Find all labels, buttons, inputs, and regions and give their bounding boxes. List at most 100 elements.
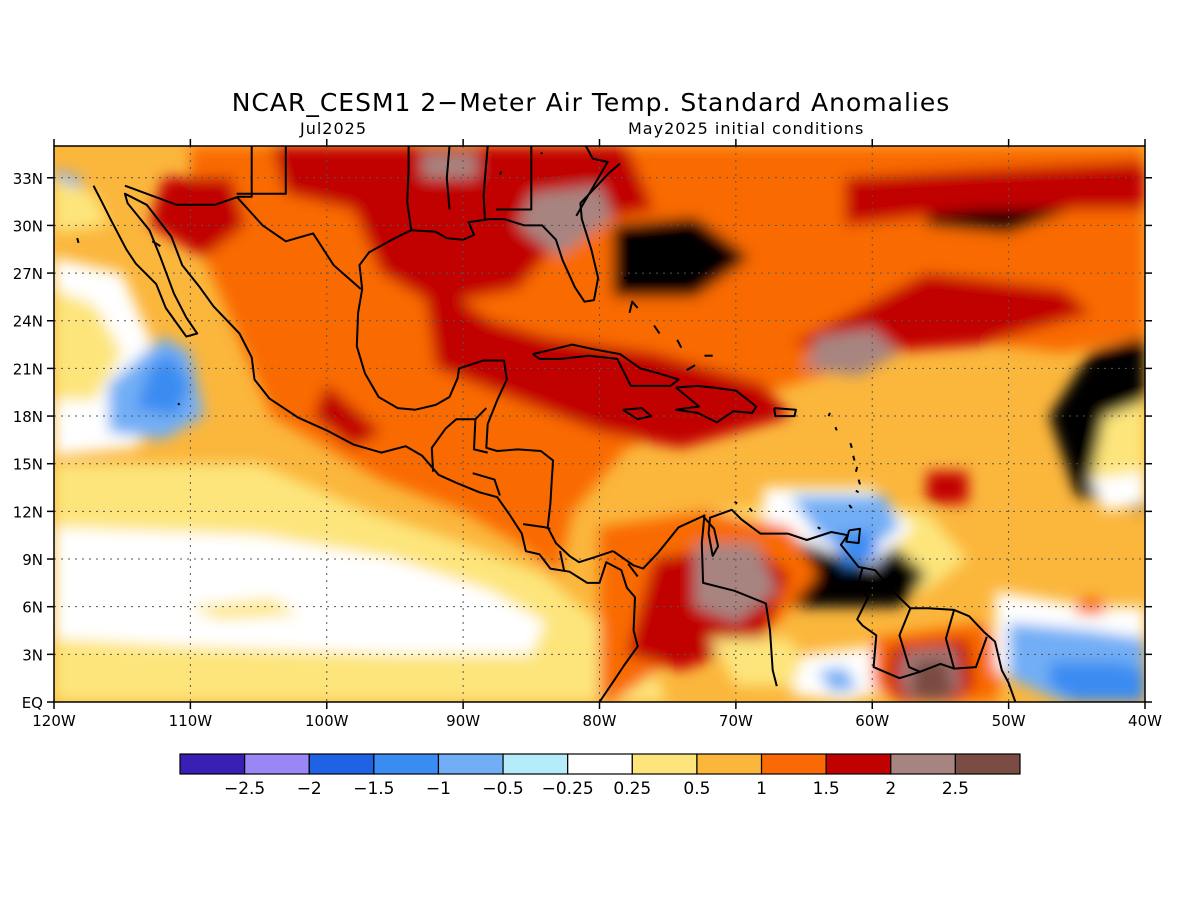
coastline-segment-11 xyxy=(445,146,451,210)
anomaly-region-20 xyxy=(149,177,245,258)
colorbar-tick-label: −1.5 xyxy=(353,779,394,799)
coastline-segment-10 xyxy=(406,146,413,231)
coastline-segment-29 xyxy=(857,479,861,485)
coastline-segment-15 xyxy=(235,196,362,290)
lat-tick-label: 24N xyxy=(13,313,43,331)
colorbar-tick-label: −2.5 xyxy=(224,779,265,799)
coastline-segment-19 xyxy=(522,523,551,530)
lat-tick-label: 12N xyxy=(13,503,43,521)
anomaly-region-1 xyxy=(54,527,545,655)
map-panel xyxy=(54,146,1145,702)
anomaly-region-21 xyxy=(313,384,382,448)
colorbar-tick-label: 2 xyxy=(885,779,896,799)
colorbar-swatch xyxy=(631,753,698,775)
coastline-segment-33 xyxy=(834,426,838,431)
coastline-segment-37 xyxy=(653,324,661,335)
lon-tick-label: 60W xyxy=(855,712,889,730)
coastline-segment-30 xyxy=(854,466,859,472)
lat-tick-label: 30N xyxy=(13,217,43,235)
colorbar-tick-label: −1 xyxy=(426,779,451,799)
colorbar-tick-label: −2 xyxy=(297,779,322,799)
colorbar-tick-label: 0.25 xyxy=(613,779,651,799)
colorbar-swatch xyxy=(244,753,310,775)
colorbar-tick-label: 0.5 xyxy=(683,779,710,799)
anomaly-region-36 xyxy=(817,667,859,693)
anomaly-region-2 xyxy=(190,598,300,620)
coastline-segment-7 xyxy=(773,407,797,418)
colorbar-tick-label: 1 xyxy=(756,779,767,799)
coastline-segment-24 xyxy=(898,607,955,673)
coastline-segment-5 xyxy=(674,384,758,424)
coastline-segment-21 xyxy=(627,563,639,578)
coastline-segment-3 xyxy=(355,288,614,564)
coastline-segment-48 xyxy=(540,151,543,155)
anomaly-region-7 xyxy=(135,352,191,417)
coastline-segment-2 xyxy=(358,162,621,303)
color-legend: −2.5 −2 −1.5 −1 −0.5 −0.25 0.25 0.5 1 1.5 2 2.5 xyxy=(179,753,1021,799)
anomaly-region-11 xyxy=(613,217,750,297)
anomaly-region-43 xyxy=(1049,662,1145,702)
coastline-segment-13 xyxy=(495,146,533,211)
anomaly-region-15 xyxy=(1090,471,1145,512)
coastline-segment-8 xyxy=(124,146,253,206)
lon-tick-label: 110W xyxy=(169,712,213,730)
coastline-segment-34 xyxy=(827,412,831,417)
coastline-segment-47 xyxy=(498,170,503,176)
lon-tick-label: 40W xyxy=(1128,712,1162,730)
coastline-segment-44 xyxy=(151,240,161,247)
colorbar-tick-label: −0.25 xyxy=(542,779,594,799)
colorbar-swatch xyxy=(825,753,892,775)
lon-tick-label: 100W xyxy=(305,712,349,730)
colorbar-swatch xyxy=(437,753,504,775)
coastline-segment-26 xyxy=(845,527,861,545)
anomaly-region-22 xyxy=(926,471,968,504)
colorbar-swatch xyxy=(890,753,956,775)
anomaly-region-16 xyxy=(272,146,655,305)
colorbar-swatch xyxy=(954,753,1021,775)
lat-tick-label: 18N xyxy=(13,408,43,426)
coastline-segment-43 xyxy=(817,526,821,530)
anomaly-region-33 xyxy=(695,543,777,623)
valid-month-label: Jul2025 xyxy=(299,119,367,138)
coastline-segment-42 xyxy=(748,507,753,513)
anomaly-region-5 xyxy=(54,289,123,401)
colorbar-swatch xyxy=(760,753,827,775)
coastline-segment-32 xyxy=(849,442,853,449)
coastline-segment-12 xyxy=(482,146,489,220)
colorbar-swatch xyxy=(179,753,246,775)
coastline-segment-4 xyxy=(532,343,680,387)
anomaly-region-30 xyxy=(831,530,880,567)
anomaly-region-23 xyxy=(422,153,477,178)
coastline-segment-1 xyxy=(612,508,1017,702)
anomaly-region-14 xyxy=(1090,400,1145,496)
coastline-segment-16 xyxy=(430,418,488,472)
lat-tick-label: 3N xyxy=(22,646,43,664)
coastline-segment-27 xyxy=(848,504,853,509)
lat-tick-label: 21N xyxy=(13,360,43,378)
colorbar-tick-label: 1.5 xyxy=(813,779,840,799)
anomaly-region-17 xyxy=(422,273,791,448)
coastline-segment-41 xyxy=(733,500,738,505)
coastline-segment-9 xyxy=(236,146,287,195)
coastline-segment-14 xyxy=(575,146,609,217)
coastline-segment-45 xyxy=(76,237,80,244)
colorbar-swatch xyxy=(696,753,763,775)
anomaly-region-40 xyxy=(910,657,955,702)
coastline-segment-17 xyxy=(474,407,488,420)
lon-tick-label: 50W xyxy=(992,712,1026,730)
coastline-segment-18 xyxy=(472,472,501,496)
lat-tick-label: 33N xyxy=(13,170,43,188)
coastline-layer xyxy=(76,146,1017,702)
lon-tick-label: 70W xyxy=(719,712,753,730)
coastline-segment-46 xyxy=(177,402,181,406)
coastline-segment-35 xyxy=(628,300,639,314)
coastline-segment-36 xyxy=(623,276,641,281)
anomaly-region-9 xyxy=(54,177,109,234)
coastline-segment-20 xyxy=(559,550,565,571)
anomaly-region-24 xyxy=(517,185,614,258)
lon-tick-label: 90W xyxy=(446,712,480,730)
coastline-segment-25 xyxy=(944,609,988,670)
colorbar-swatch xyxy=(373,753,440,775)
map-title: NCAR_CESM1 2−Meter Air Temp. Standard An… xyxy=(232,88,951,117)
